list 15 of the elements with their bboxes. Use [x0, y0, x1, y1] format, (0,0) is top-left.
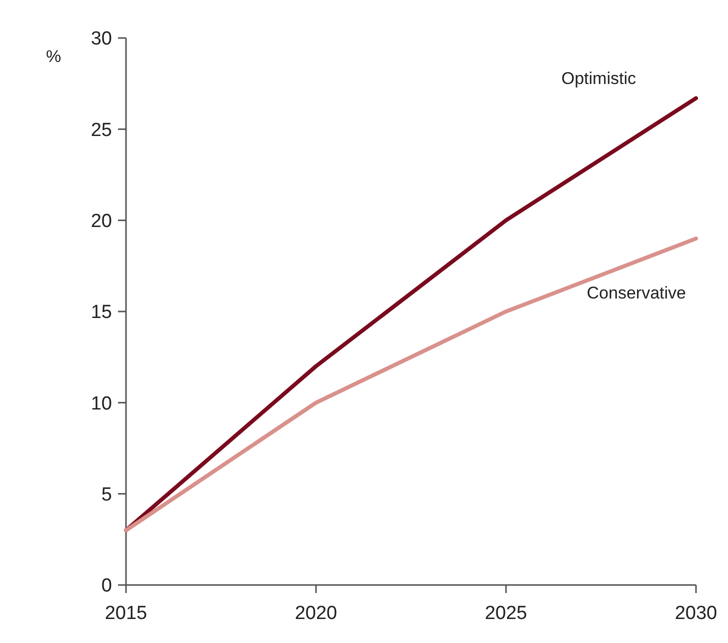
line-series	[124, 236, 698, 532]
y-axis-title: %	[46, 47, 62, 66]
y-tick-label: 20	[90, 210, 112, 232]
y-tick-label: 5	[101, 484, 112, 506]
text: Optimistic	[561, 69, 636, 88]
y-tick-label: 0	[101, 576, 112, 597]
y-tick-label: 25	[90, 120, 112, 141]
y-tick-label: 15	[90, 302, 112, 324]
x-tick-label: 2030	[674, 603, 718, 624]
x-tick-label: 2020	[294, 603, 338, 624]
x-tick-label: 2015	[104, 603, 148, 624]
y-tick-label: 10	[90, 393, 112, 414]
series-label: Conservative	[586, 284, 686, 303]
y-tick-label: 30	[90, 28, 112, 50]
x-tick-label: 2025	[484, 603, 528, 624]
